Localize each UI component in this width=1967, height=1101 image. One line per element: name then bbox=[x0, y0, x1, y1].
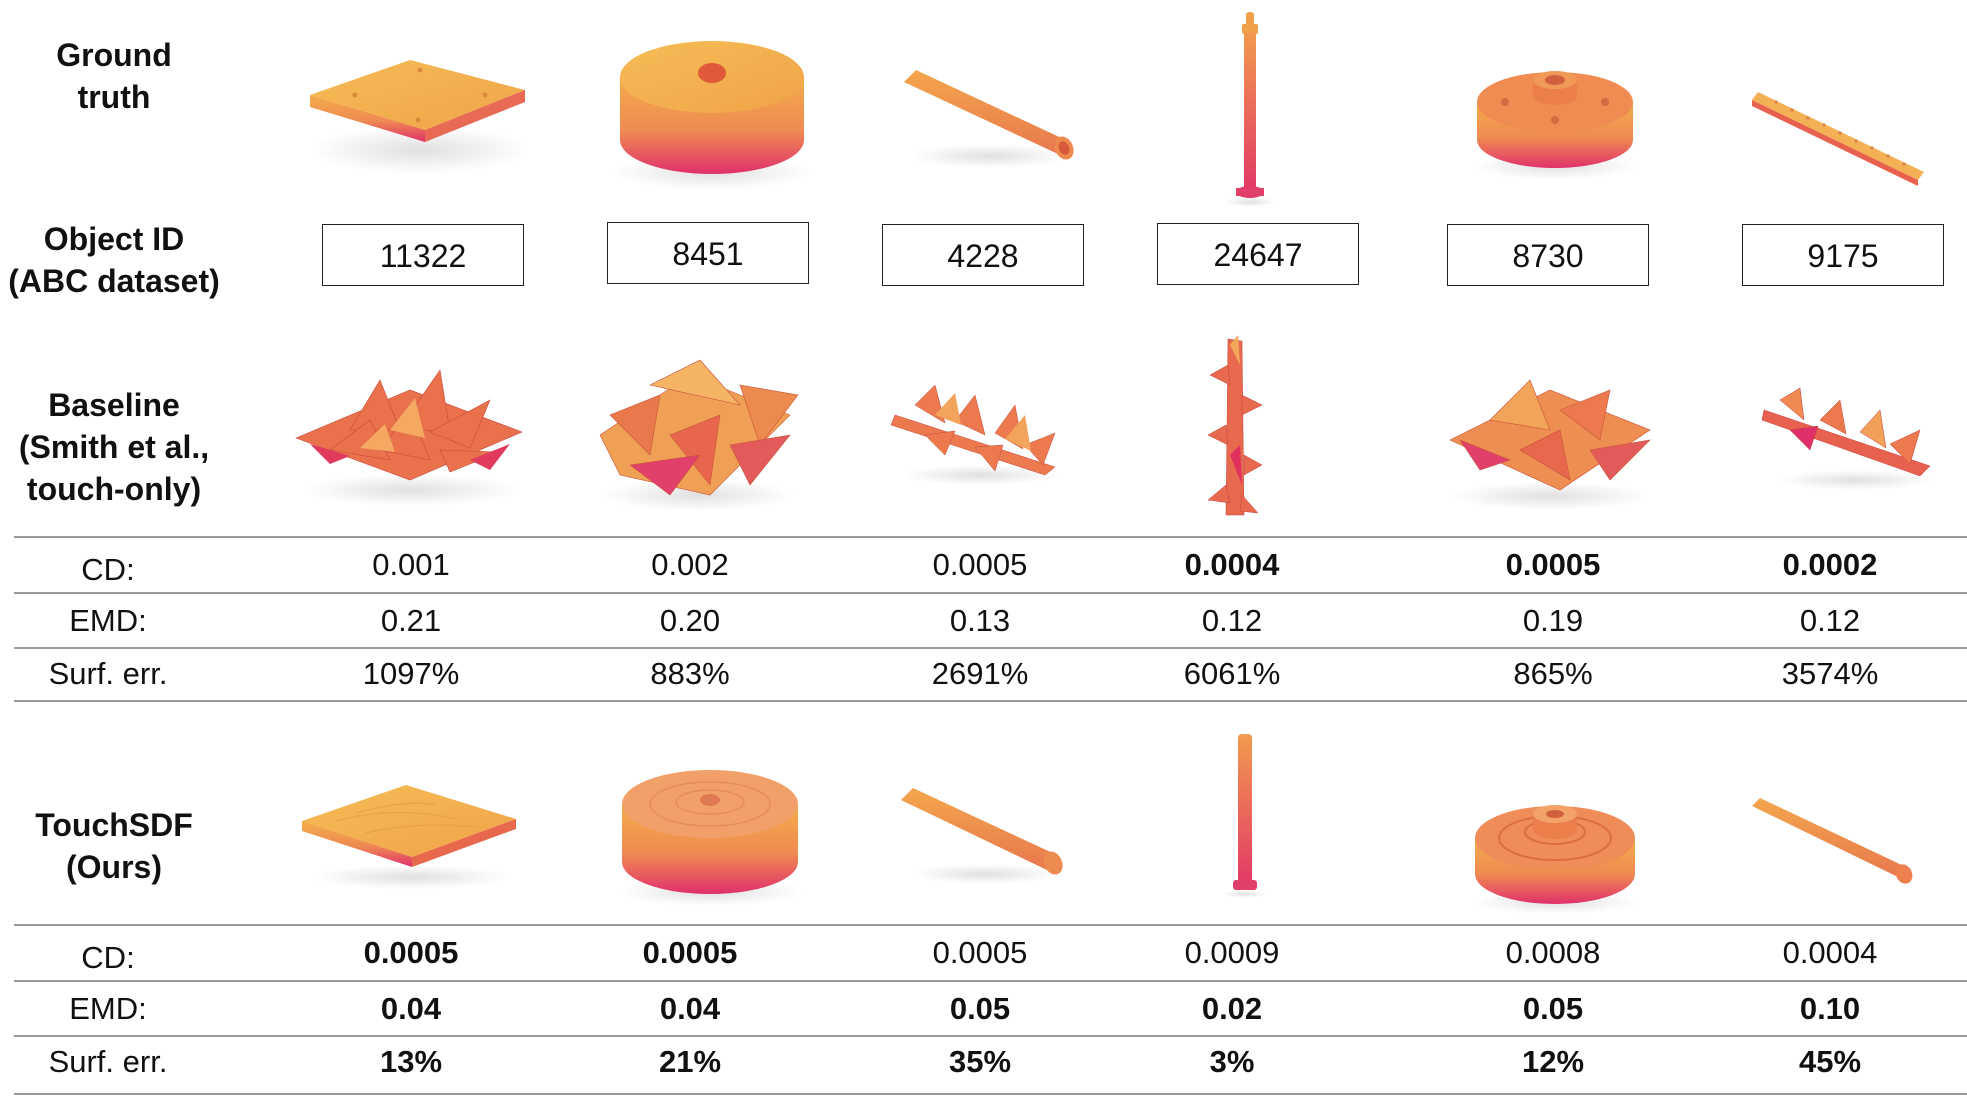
metric-cell-cd: 0.0005 bbox=[932, 935, 1028, 970]
table-divider bbox=[14, 1093, 1967, 1095]
metric-cell-cd: 0.0005 bbox=[1505, 547, 1601, 582]
metric-cell-cd: 0.0009 bbox=[1184, 935, 1280, 970]
row-label-line: TouchSDF bbox=[35, 807, 193, 843]
table-divider bbox=[14, 1035, 1967, 1037]
row-label-line: (ABC dataset) bbox=[8, 263, 220, 299]
metric-cell-cd: 0.0002 bbox=[1782, 547, 1878, 582]
ground-truth-render-9175 bbox=[1752, 92, 1924, 186]
metric-cell-cd: 0.0005 bbox=[932, 547, 1028, 582]
object-id-box: 9175 bbox=[1742, 224, 1944, 286]
metric-cell-emd: 0.19 bbox=[1522, 603, 1584, 638]
table-divider bbox=[14, 700, 1967, 702]
metric-cell-surf: 21% bbox=[658, 1044, 722, 1079]
metric-cell-surf: 13% bbox=[379, 1044, 443, 1079]
row-label-line: Baseline bbox=[48, 387, 180, 423]
table-divider bbox=[14, 592, 1967, 594]
baseline-render-8451 bbox=[599, 359, 799, 511]
metric-cell-surf: 12% bbox=[1521, 1044, 1585, 1079]
ground-truth-render-4228 bbox=[904, 70, 1074, 168]
row-label-line: (Ours) bbox=[66, 849, 162, 885]
metric-cell-emd: 0.10 bbox=[1799, 991, 1861, 1026]
row-label-line: Object ID bbox=[43, 221, 185, 257]
baseline-render-24647 bbox=[1207, 335, 1263, 516]
touchsdf-render-24647 bbox=[1223, 734, 1267, 898]
metric-cell-cd: 0.0005 bbox=[642, 935, 738, 970]
metric-cell-surf: 3574% bbox=[1781, 656, 1879, 691]
row-label-baseline: Baseline (Smith et al., touch-only) bbox=[0, 384, 228, 510]
object-id-box: 8451 bbox=[607, 222, 809, 284]
metric-label-emd: EMD: bbox=[69, 991, 147, 1026]
metric-cell-cd: 0.0004 bbox=[1184, 547, 1280, 582]
metric-cell-surf: 6061% bbox=[1183, 656, 1281, 691]
metric-cell-surf: 883% bbox=[650, 656, 730, 691]
metric-cell-cd: 0.002 bbox=[651, 547, 729, 582]
metric-cell-emd: 0.04 bbox=[659, 991, 721, 1026]
row-label-touchsdf: TouchSDF (Ours) bbox=[0, 804, 228, 888]
row-label-ground-truth: Ground truth bbox=[0, 34, 228, 118]
touchsdf-render-11322 bbox=[302, 785, 516, 889]
metric-cell-emd: 0.05 bbox=[1522, 991, 1584, 1026]
object-id-box: 24647 bbox=[1157, 223, 1359, 285]
metric-cell-emd: 0.02 bbox=[1201, 991, 1263, 1026]
metric-cell-surf: 3% bbox=[1209, 1044, 1255, 1079]
row-label-object-id: Object ID (ABC dataset) bbox=[0, 218, 228, 302]
ground-truth-render-24647 bbox=[1224, 12, 1276, 207]
metric-cell-emd: 0.13 bbox=[949, 603, 1011, 638]
table-divider bbox=[14, 536, 1967, 538]
metric-cell-surf: 1097% bbox=[362, 656, 460, 691]
table-divider bbox=[14, 924, 1967, 926]
baseline-render-4228 bbox=[890, 384, 1058, 485]
table-divider bbox=[14, 647, 1967, 649]
touchsdf-render-9175 bbox=[1752, 798, 1913, 884]
metric-cell-cd: 0.0004 bbox=[1782, 935, 1878, 970]
metric-cell-emd: 0.20 bbox=[659, 603, 721, 638]
touchsdf-render-8730 bbox=[1473, 805, 1637, 914]
row-label-line: touch-only) bbox=[26, 471, 202, 507]
metric-label-emd: EMD: bbox=[69, 603, 147, 638]
metric-cell-emd: 0.12 bbox=[1201, 603, 1263, 638]
metric-cell-cd: 0.001 bbox=[372, 547, 450, 582]
row-label-line: (Smith et al., bbox=[18, 429, 210, 465]
row-label-line: Ground bbox=[56, 37, 172, 73]
ground-truth-render-8730 bbox=[1473, 71, 1637, 180]
object-id-box: 8730 bbox=[1447, 224, 1649, 286]
baseline-render-11322 bbox=[295, 369, 523, 506]
baseline-render-9175 bbox=[1761, 387, 1933, 490]
metric-cell-emd: 0.21 bbox=[380, 603, 442, 638]
metric-label-cd: CD: bbox=[81, 940, 135, 975]
touchsdf-render-4228 bbox=[901, 788, 1063, 884]
metric-cell-surf: 2691% bbox=[931, 656, 1029, 691]
ground-truth-render-11322 bbox=[310, 60, 530, 174]
metric-cell-cd: 0.0005 bbox=[363, 935, 459, 970]
object-id-box: 4228 bbox=[882, 224, 1084, 286]
metric-cell-emd: 0.05 bbox=[949, 991, 1011, 1026]
metric-cell-emd: 0.04 bbox=[380, 991, 442, 1026]
metric-label-surf-err: Surf. err. bbox=[48, 656, 168, 691]
row-label-line: truth bbox=[77, 79, 151, 115]
metric-cell-surf: 45% bbox=[1798, 1044, 1862, 1079]
object-id-box: 11322 bbox=[322, 224, 524, 286]
metric-cell-cd: 0.0008 bbox=[1505, 935, 1601, 970]
touchsdf-render-8451 bbox=[618, 770, 802, 906]
metric-cell-surf: 865% bbox=[1513, 656, 1593, 691]
ground-truth-render-8451 bbox=[612, 41, 812, 190]
baseline-render-8730 bbox=[1449, 379, 1651, 510]
metric-cell-emd: 0.12 bbox=[1799, 603, 1861, 638]
metric-label-surf-err: Surf. err. bbox=[48, 1044, 168, 1079]
metric-label-cd: CD: bbox=[81, 552, 135, 587]
metric-cell-surf: 35% bbox=[948, 1044, 1012, 1079]
table-divider bbox=[14, 980, 1967, 982]
